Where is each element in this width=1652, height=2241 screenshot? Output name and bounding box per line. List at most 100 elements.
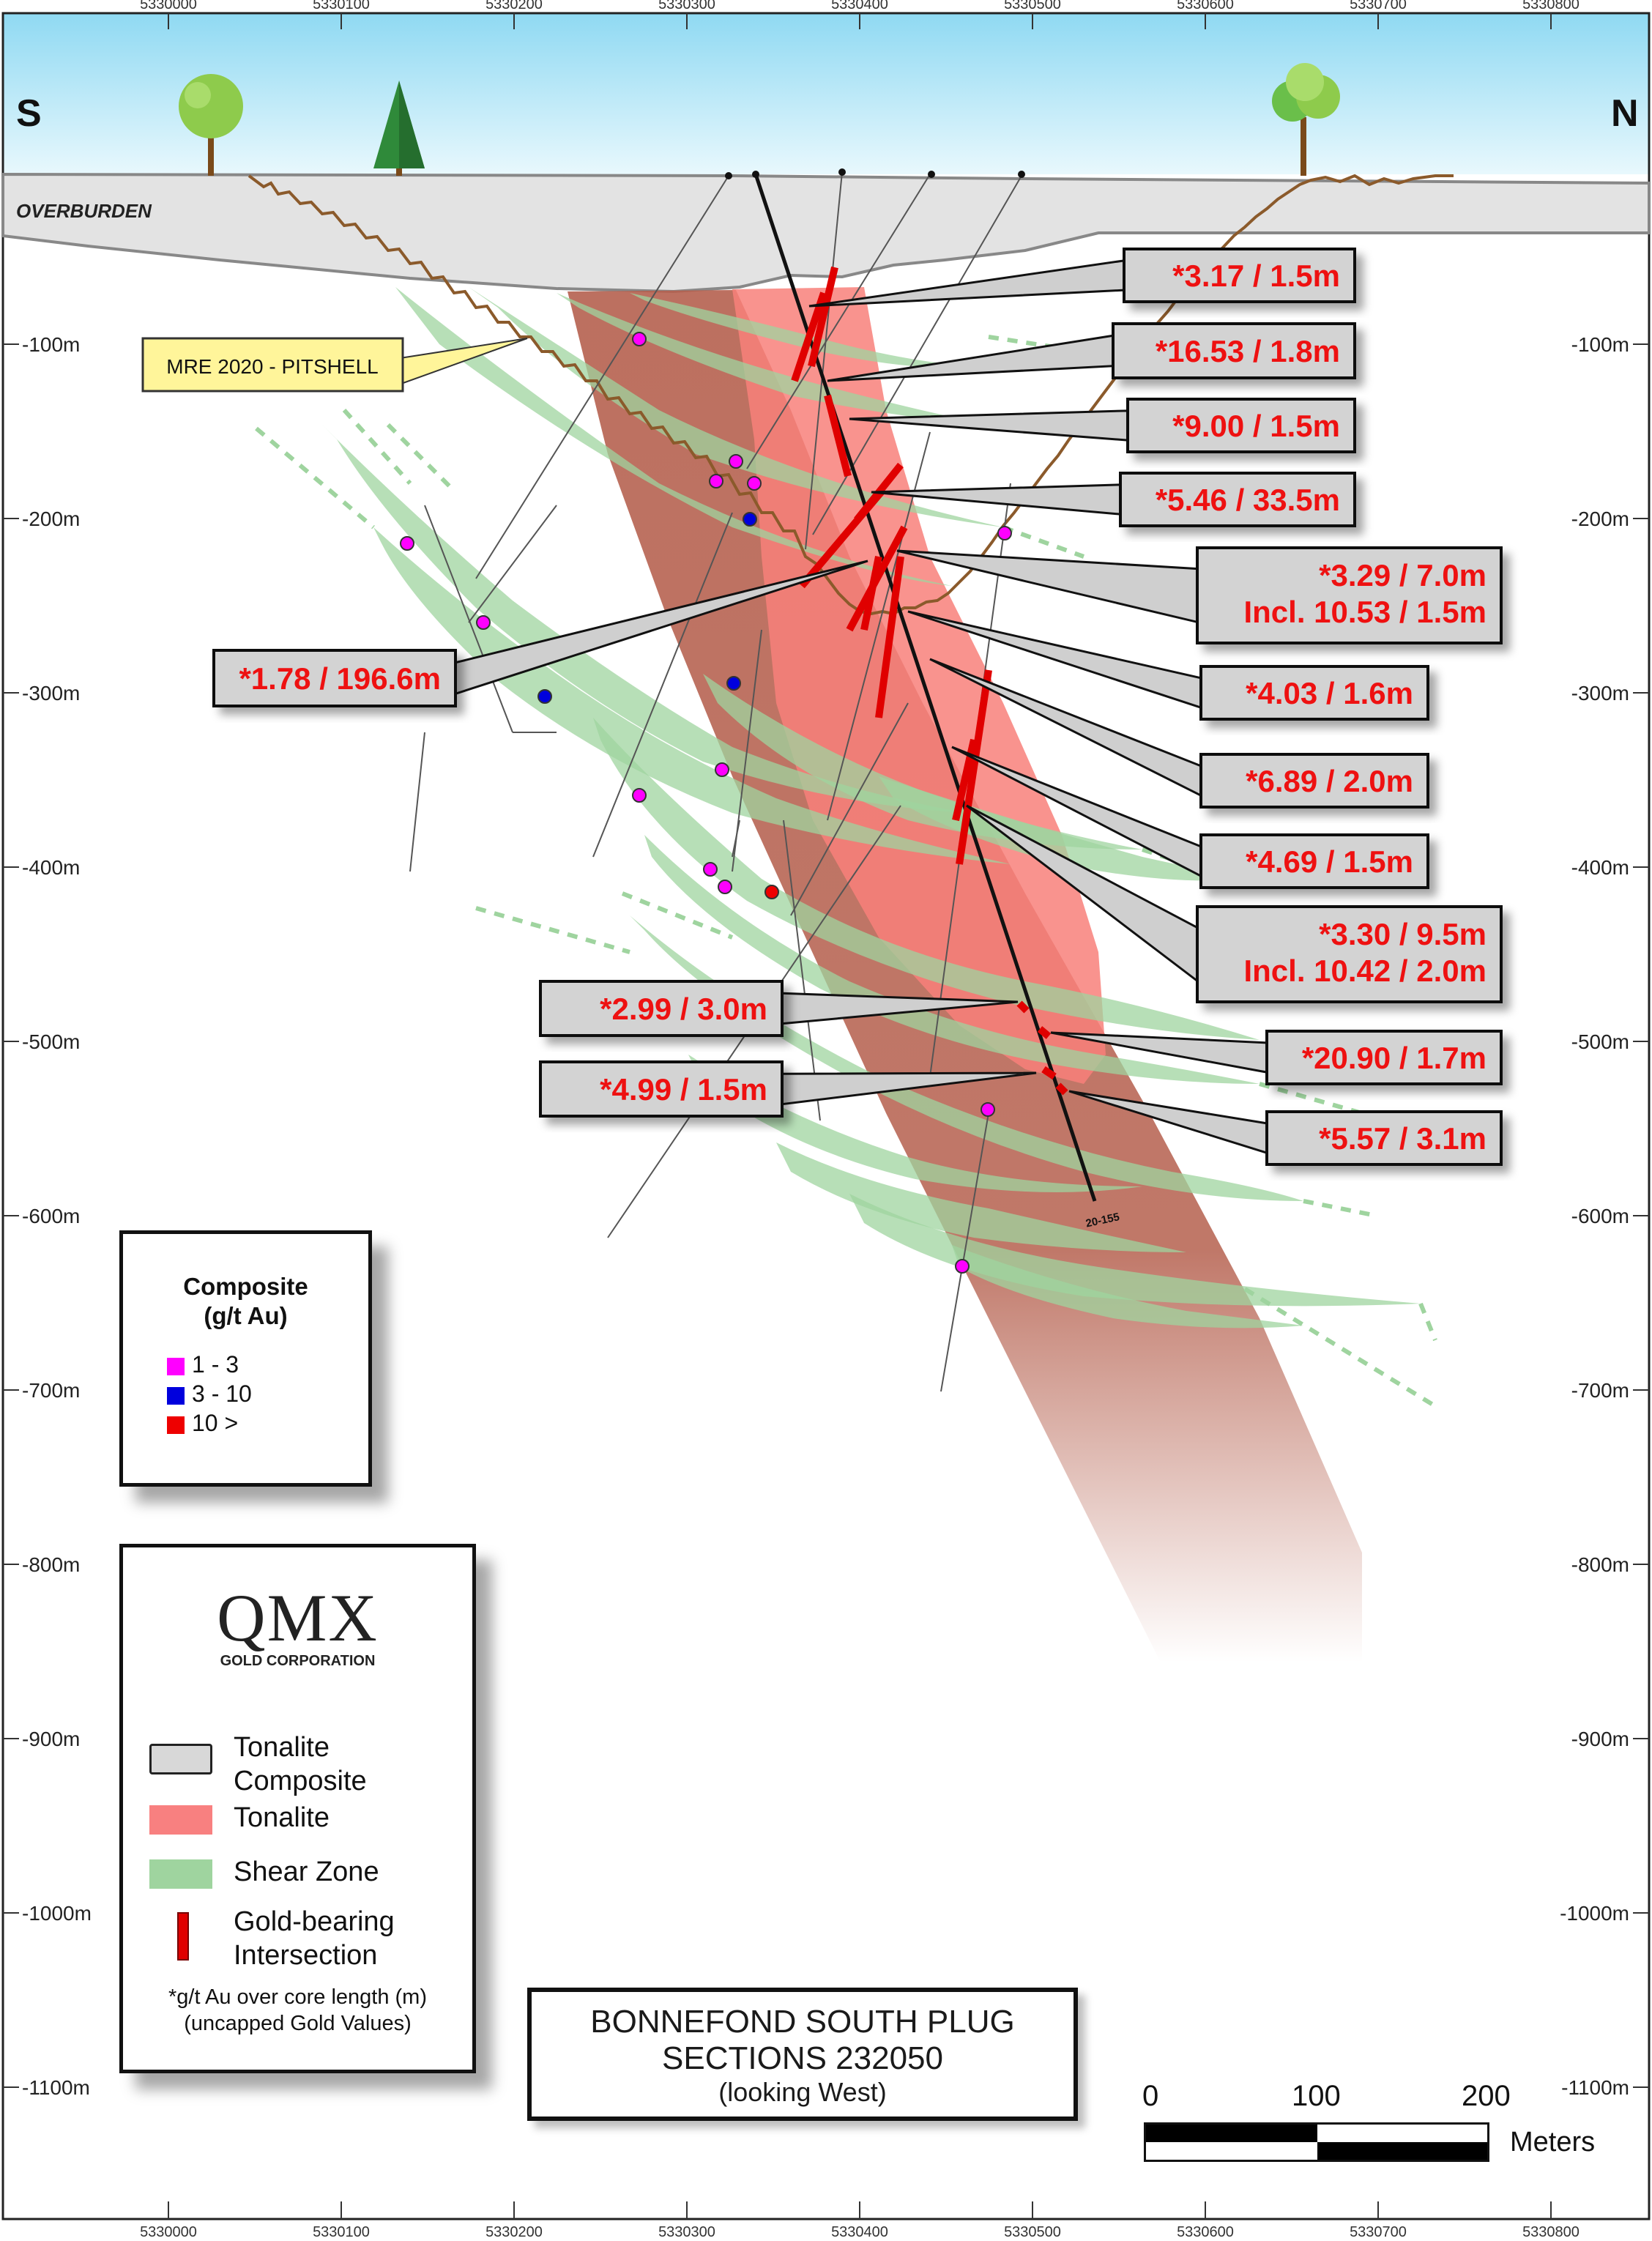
sky <box>3 13 1649 174</box>
legend-item-1-3: 1 - 3 <box>167 1350 368 1379</box>
depth-label-right: -500m <box>1571 1030 1629 1053</box>
intercept-value: *9.00 / 1.5m <box>1172 409 1340 443</box>
bottom-axis-label: 5330700 <box>1350 2224 1407 2240</box>
intercept-value: *5.46 / 33.5m <box>1156 483 1340 517</box>
legend-footnote: *g/t Au over core length (m) <box>168 1985 427 2009</box>
bottom-axis-label: 5330500 <box>1004 2224 1061 2240</box>
intercept-value: *4.99 / 1.5m <box>600 1072 767 1107</box>
depth-label-right: -100m <box>1571 333 1629 356</box>
intercept-value: *2.99 / 3.0m <box>600 992 767 1026</box>
intercept-value: *16.53 / 1.8m <box>1156 334 1340 368</box>
intercept-callout: *5.46 / 33.5m <box>871 472 1356 527</box>
depth-label-left: -300m <box>22 682 80 705</box>
gold-bearing-intersections <box>791 266 1068 1096</box>
top-axis-label: 5330700 <box>1350 0 1407 12</box>
callout-box <box>1265 1110 1503 1166</box>
composite-legend-unit: (g/t Au) <box>204 1302 288 1329</box>
legend-swatch-magenta <box>167 1357 185 1375</box>
depth-label-left: -1000m <box>22 1902 92 1925</box>
intercept-callout: *6.89 / 2.0m <box>929 658 1429 809</box>
intercept-value: *5.57 / 3.1m <box>1319 1121 1487 1156</box>
shear-zone-dashed-extensions <box>255 335 1437 1408</box>
top-axis-label: 5330800 <box>1522 0 1580 12</box>
intercept-value: *6.89 / 2.0m <box>1246 764 1413 798</box>
bottom-axis-label: 5330300 <box>658 2224 715 2240</box>
intercept-callout: *4.03 / 1.6m <box>907 610 1429 721</box>
composite-samples <box>400 332 1012 1274</box>
bottom-axis: 5330000 5330100 5330200 5330300 5330400 53305… <box>140 2201 1580 2240</box>
depth-axis-left: -100m -200m -300m -400m -500m -600m -700m -800m… <box>3 333 92 2099</box>
legend-swatch-green <box>149 1859 212 1889</box>
depth-label-left: -400m <box>22 856 80 879</box>
legend-swatch-red <box>167 1416 185 1434</box>
intercept-callout: *1.78 / 196.6m <box>212 560 868 707</box>
top-axis-label: 5330100 <box>313 0 370 12</box>
legend-label: 3 - 10 <box>192 1380 252 1407</box>
legend-swatch-red-bar <box>177 1912 189 1961</box>
depth-label-right: -1100m <box>1561 2076 1629 2099</box>
callout-box <box>1196 905 1503 1003</box>
intercept-value: *3.17 / 1.5m <box>1172 259 1340 293</box>
top-axis-label: 5330000 <box>140 0 197 12</box>
pine-tree-icon <box>373 81 425 176</box>
intercept-value: *20.90 / 1.7m <box>1302 1041 1487 1075</box>
title-box: BONNEFOND SOUTH PLUG SECTIONS 232050 (lo… <box>527 1988 1078 2121</box>
legend-label: 10 > <box>192 1410 239 1436</box>
callout-box <box>539 980 784 1037</box>
intercept-callout: *2.99 / 3.0m <box>539 980 1019 1037</box>
legend-label: 1 - 3 <box>192 1351 239 1378</box>
scale-bar-graphic <box>1144 2122 1489 2162</box>
intercept-value: Incl. 10.42 / 2.0m <box>1243 954 1487 988</box>
intercept-callout: *16.53 / 1.8m <box>827 322 1356 382</box>
pitshell-callout: MRE 2020 - PITSHELL <box>141 337 528 393</box>
scale-tick-200: 200 <box>1462 2080 1511 2112</box>
intercept-value: *3.30 / 9.5m <box>1319 917 1487 951</box>
legend-swatch-blue <box>167 1386 185 1405</box>
depth-label-left: -600m <box>22 1205 80 1227</box>
composite-legend: Composite (g/t Au) 1 - 3 3 - 10 10 > <box>119 1230 372 1487</box>
title-line-2: SECTIONS 232050 <box>662 2040 943 2076</box>
depth-label-right: -200m <box>1571 508 1629 530</box>
title-line-1: BONNEFOND SOUTH PLUG <box>590 2004 1015 2040</box>
intercept-callout: *4.69 / 1.5m <box>951 746 1429 889</box>
depth-label-right: -1000m <box>1560 1902 1629 1925</box>
callout-box <box>1119 472 1356 527</box>
legend-footnote: (uncapped Gold Values) <box>184 2012 412 2035</box>
top-axis-label: 5330600 <box>1177 0 1234 12</box>
intercept-value: *1.78 / 196.6m <box>239 661 441 696</box>
legend-label: Composite <box>234 1766 367 1796</box>
scale-unit: Meters <box>1510 2127 1596 2158</box>
legend-swatch-pink <box>149 1805 212 1835</box>
depth-label-left: -500m <box>22 1030 80 1053</box>
bottom-axis-label: 5330000 <box>140 2224 197 2240</box>
legend-label: Gold-bearing <box>234 1906 395 1937</box>
top-axis-label: 5330300 <box>658 0 715 12</box>
main-legend: QMX GOLD CORPORATION Tonalite Composite … <box>119 1544 476 2073</box>
intercept-callout: *5.57 / 3.1m <box>1068 1090 1503 1166</box>
legend-item-tonalite-composite: Tonalite Composite <box>149 1731 457 1796</box>
legend-swatch-grey <box>149 1744 212 1774</box>
drill-collars <box>725 168 1025 179</box>
callout-box <box>1265 1030 1503 1085</box>
logo-text: QMX <box>217 1580 379 1655</box>
depth-axis-right: -100m -200m -300m -400m -500m -600m -700m -800m… <box>1560 333 1649 2099</box>
intercept-callouts: *3.17 / 1.5m *16.53 / 1.8m *9.00 / 1.5m *5.… <box>212 248 1503 1166</box>
callout-box <box>1199 665 1429 721</box>
scale-tick-100: 100 <box>1292 2080 1341 2112</box>
top-axis: 5330000 5330100 5330200 5330300 5330400 53305… <box>140 0 1580 29</box>
legend-label: Intersection <box>234 1940 378 1971</box>
title-line-3: (looking West) <box>718 2077 887 2107</box>
legend-item-shear-zone: Shear Zone <box>149 1851 457 1905</box>
legend-label: Tonalite <box>234 1732 330 1763</box>
legend-item-3-10: 3 - 10 <box>167 1379 368 1408</box>
legend-item-10-plus: 10 > <box>167 1408 368 1438</box>
callout-box <box>1112 322 1356 379</box>
depth-label-right: -600m <box>1571 1205 1629 1227</box>
intercept-callout: *4.99 / 1.5m <box>539 1060 1037 1118</box>
legend-label: Tonalite <box>234 1802 330 1833</box>
intercept-callout: *3.17 / 1.5m <box>808 248 1356 308</box>
top-axis-label: 5330400 <box>831 0 888 12</box>
